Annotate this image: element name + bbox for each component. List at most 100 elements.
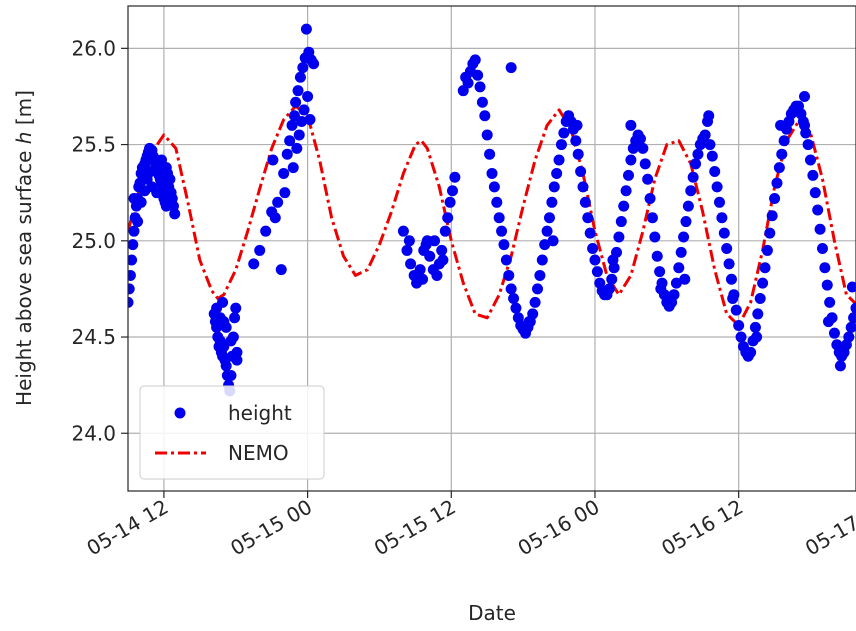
height-point: [534, 269, 546, 281]
x-tick-label: 05-15 00: [226, 495, 316, 561]
height-point: [476, 96, 488, 108]
height-point: [500, 254, 512, 266]
height-point: [718, 227, 730, 239]
height-point: [446, 185, 458, 197]
height-point: [603, 283, 615, 295]
height-point: [284, 135, 296, 147]
height-point: [297, 62, 309, 74]
height-point: [773, 162, 785, 174]
height-point: [229, 312, 241, 324]
height-point: [403, 235, 415, 247]
height-point: [532, 283, 543, 295]
height-point: [304, 114, 316, 126]
height-point: [735, 331, 747, 343]
legend-height-label: height: [228, 401, 292, 425]
height-point: [225, 335, 237, 347]
height-point: [302, 90, 314, 102]
height-point: [727, 293, 739, 305]
height-point: [579, 196, 591, 208]
height-point: [139, 185, 151, 197]
height-point: [474, 81, 486, 93]
height-point: [547, 235, 559, 247]
height-point: [843, 331, 855, 343]
height-point: [799, 90, 811, 102]
height-point: [589, 254, 601, 266]
height-point: [481, 129, 493, 141]
height-point: [716, 212, 728, 224]
height-series: [128, 23, 856, 397]
height-point: [439, 225, 451, 237]
height-point: [135, 196, 147, 208]
height-point: [805, 154, 816, 166]
height-point: [505, 283, 517, 295]
height-point: [846, 281, 856, 293]
height-point: [486, 167, 498, 179]
height-point: [775, 119, 787, 131]
height-point: [845, 321, 856, 333]
height-point: [644, 192, 656, 204]
height-point: [484, 148, 496, 160]
x-tick-label: 05-17 00: [801, 495, 856, 561]
height-point: [607, 254, 619, 266]
height-point: [431, 269, 443, 281]
height-point: [764, 227, 776, 239]
height-point: [128, 296, 134, 308]
x-tick-label: 05-15 12: [370, 495, 460, 561]
x-tick-label: 05-16 00: [514, 495, 604, 561]
height-point: [819, 262, 831, 274]
height-point: [725, 273, 737, 285]
y-tick-label: 24.5: [71, 325, 116, 349]
height-point: [536, 254, 548, 266]
height-point: [625, 119, 637, 131]
height-point: [128, 283, 135, 295]
height-point: [442, 212, 454, 224]
height-point: [555, 139, 567, 151]
height-point: [692, 148, 704, 160]
height-point: [733, 319, 745, 331]
height-point: [260, 225, 272, 237]
height-point: [546, 196, 558, 208]
y-tick-label: 25.5: [71, 133, 116, 157]
height-point: [248, 258, 260, 270]
height-point: [558, 127, 570, 139]
legend: height NEMO: [139, 385, 325, 480]
plot-area: [128, 23, 856, 397]
height-point: [754, 293, 766, 305]
nemo-series: [128, 104, 856, 327]
height-point: [828, 327, 840, 339]
height-point: [292, 85, 304, 97]
x-tick-label: 05-14 12: [83, 495, 173, 561]
height-point: [615, 216, 627, 228]
height-point: [584, 227, 596, 239]
height-point: [678, 231, 690, 243]
height-point: [822, 316, 834, 328]
height-point: [293, 129, 305, 141]
height-point: [699, 129, 711, 141]
height-point: [709, 166, 721, 178]
y-tick-label: 24.0: [71, 421, 116, 445]
height-point: [437, 254, 449, 266]
height-point: [618, 200, 630, 212]
height-point: [417, 273, 429, 285]
height-point: [275, 264, 287, 276]
height-point: [151, 187, 163, 199]
height-point: [472, 69, 484, 81]
height-point: [682, 200, 694, 212]
height-point: [160, 162, 172, 174]
height-point: [690, 158, 702, 170]
height-point: [816, 243, 828, 254]
height-point: [670, 277, 682, 289]
height-point: [759, 262, 771, 274]
height-point: [231, 346, 243, 358]
height-point: [848, 312, 856, 324]
height-point: [132, 216, 144, 228]
height-point: [551, 167, 563, 179]
axes-frame: [127, 5, 856, 492]
height-point: [281, 148, 293, 160]
height-point: [591, 266, 603, 278]
height-point: [287, 162, 299, 174]
height-point: [523, 316, 535, 328]
height-point: [703, 110, 715, 122]
height-point: [606, 273, 618, 285]
